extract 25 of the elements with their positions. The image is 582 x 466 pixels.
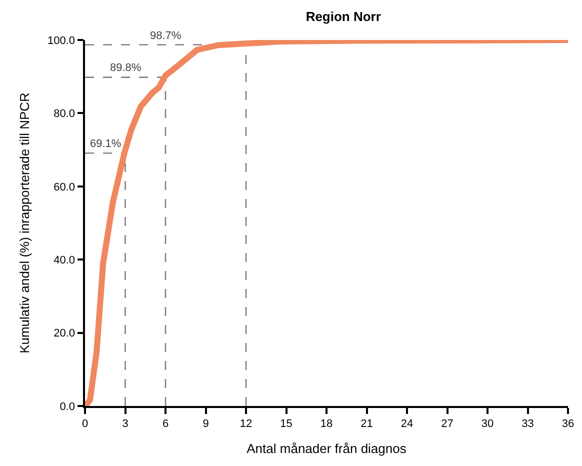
x-tick-label: 9 [202, 418, 209, 430]
y-tick-label: 60.0 [54, 181, 76, 194]
x-tick-label: 27 [441, 418, 454, 430]
x-tick-label: 3 [122, 418, 128, 430]
x-tick-label: 33 [522, 418, 534, 430]
ref-line-label: 89.8% [110, 62, 142, 74]
y-tick-label: 80.0 [54, 108, 76, 120]
x-tick-label: 15 [280, 418, 292, 430]
y-tick-label: 100.0 [48, 34, 76, 47]
y-tick-label: 20.0 [54, 328, 76, 340]
y-tick-label: 40.0 [54, 254, 76, 266]
ref-line-label: 69.1% [90, 138, 122, 150]
ref-line-label: 98.7% [150, 30, 182, 42]
x-tick-label: 18 [320, 418, 333, 430]
x-tick-label: 0 [82, 418, 88, 430]
y-axis-title: Kumulativ andel (%) inrapporterade till NPCR [16, 92, 32, 354]
chart-title: Region Norr [306, 8, 381, 24]
x-tick-label: 6 [162, 418, 169, 430]
x-axis-title: Antal månader från diagnos [246, 441, 407, 456]
x-tick-label: 12 [240, 418, 252, 430]
x-tick-label: 21 [360, 418, 373, 430]
x-tick-label: 24 [400, 418, 414, 430]
y-tick-label: 0.0 [60, 400, 76, 413]
x-tick-label: 30 [481, 418, 494, 430]
x-tick-label: 36 [562, 418, 574, 430]
